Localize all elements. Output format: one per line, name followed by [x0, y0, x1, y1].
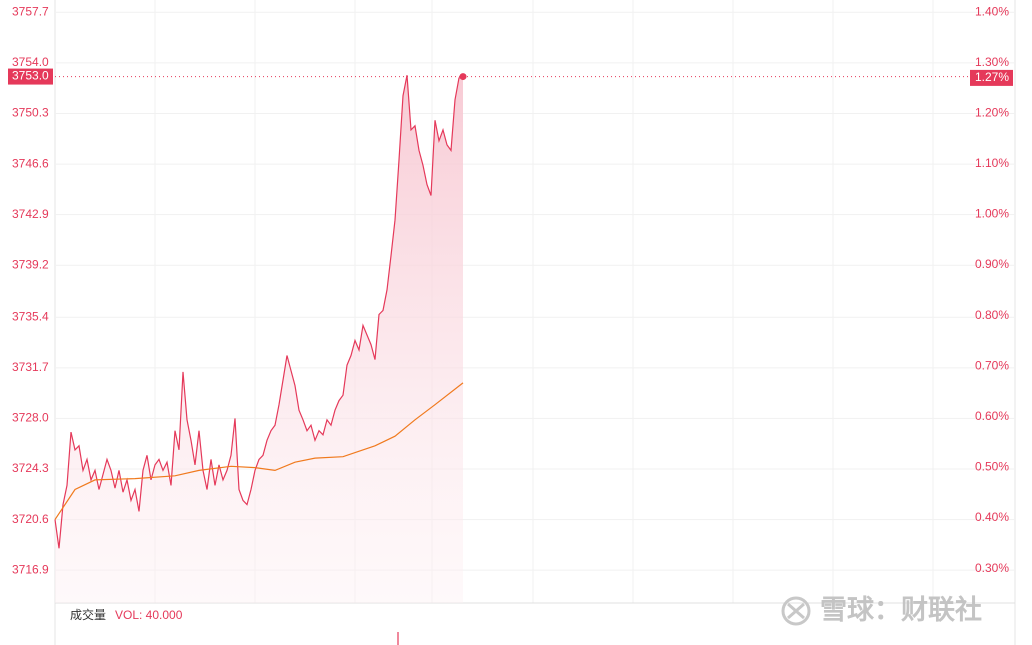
y-tick-label: 3739.2: [12, 257, 49, 271]
price-line: [54, 75, 464, 549]
y-tick-label: 3750.3: [12, 106, 49, 120]
y2-tick-label: 0.50%: [975, 460, 1009, 474]
y-tick-label: 3724.3: [12, 461, 49, 475]
y-tick-label: 3746.6: [12, 156, 49, 170]
y-tick-label: 3731.7: [12, 360, 49, 374]
y2-tick-label: 1.30%: [975, 55, 1009, 69]
y2-tick-label: 0.90%: [975, 257, 1009, 271]
y2-tick-label: 0.60%: [975, 409, 1009, 423]
last-price-box: [8, 68, 53, 85]
y2-tick-label: 1.10%: [975, 156, 1009, 170]
y2-tick-label: 0.80%: [975, 308, 1009, 322]
price-area: [55, 75, 463, 603]
y-tick-label: 3742.9: [12, 207, 49, 221]
volume-label: VOL: 40.000: [115, 608, 183, 622]
watermark: 雪球：财联社: [820, 594, 982, 625]
y2-tick-label: 0.40%: [975, 510, 1009, 524]
y2-tick-label: 0.30%: [975, 561, 1009, 575]
last-change-box: [970, 69, 1013, 86]
y-tick-label: 3757.7: [12, 4, 49, 18]
average-line: [54, 382, 464, 520]
watermark-logo: [781, 596, 811, 626]
y-tick-label: 3716.9: [12, 562, 49, 576]
last-price-label: 3753.0: [12, 69, 49, 83]
y-tick-label: 3754.0: [12, 55, 49, 69]
volume-title: 成交量: [70, 607, 106, 622]
y2-tick-label: 1.00%: [975, 207, 1009, 221]
y2-tick-label: 1.20%: [975, 105, 1009, 119]
y-tick-label: 3728.0: [12, 411, 49, 425]
y2-tick-label: 0.70%: [975, 358, 1009, 372]
y2-tick-label: 1.40%: [975, 4, 1009, 18]
y-tick-label: 3720.6: [12, 512, 49, 526]
vertical-grid: [154, 0, 934, 603]
last-change-label: 1.27%: [975, 70, 1009, 84]
y-tick-label: 3735.4: [12, 309, 49, 323]
